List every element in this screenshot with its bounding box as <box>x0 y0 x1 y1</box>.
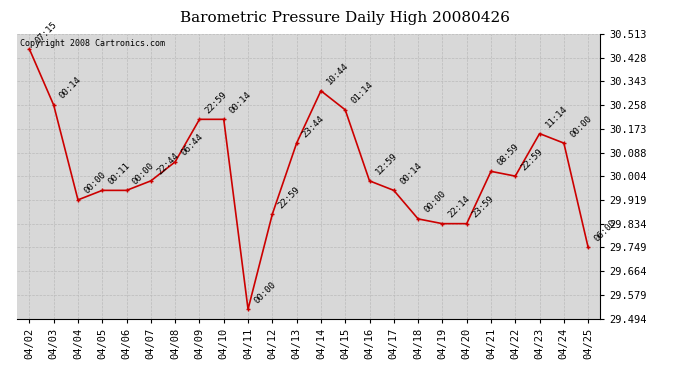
Point <box>242 306 253 312</box>
Text: 01:14: 01:14 <box>349 80 375 106</box>
Text: Copyright 2008 Cartronics.com: Copyright 2008 Cartronics.com <box>20 39 165 48</box>
Point <box>170 159 181 165</box>
Point <box>291 140 302 146</box>
Text: 00:00: 00:00 <box>82 170 108 196</box>
Point <box>510 173 521 179</box>
Point <box>72 197 83 203</box>
Text: 07:15: 07:15 <box>34 20 59 45</box>
Text: 00:00: 00:00 <box>253 280 277 305</box>
Text: 11:14: 11:14 <box>544 104 569 129</box>
Point <box>24 46 35 52</box>
Point <box>437 220 448 226</box>
Point <box>267 211 278 217</box>
Point <box>97 188 108 194</box>
Point <box>48 102 59 108</box>
Point <box>315 88 326 94</box>
Text: 00:00: 00:00 <box>422 189 448 215</box>
Point <box>364 178 375 184</box>
Point <box>558 140 569 146</box>
Point <box>413 216 424 222</box>
Text: 22:14: 22:14 <box>446 194 472 219</box>
Text: 22:59: 22:59 <box>277 184 302 210</box>
Text: 10:44: 10:44 <box>325 61 351 87</box>
Text: 22:59: 22:59 <box>204 90 229 115</box>
Text: 12:59: 12:59 <box>374 152 399 177</box>
Point <box>461 220 472 226</box>
Text: 00:14: 00:14 <box>58 75 83 101</box>
Text: 00:00: 00:00 <box>568 114 593 139</box>
Text: 00:14: 00:14 <box>398 161 424 186</box>
Point <box>121 188 132 194</box>
Point <box>218 116 229 122</box>
Point <box>582 244 593 250</box>
Text: 22:44: 22:44 <box>155 152 180 177</box>
Point <box>388 188 400 194</box>
Text: 08:59: 08:59 <box>495 142 520 167</box>
Text: 06:00: 06:00 <box>592 218 618 243</box>
Point <box>534 130 545 136</box>
Text: 06:44: 06:44 <box>179 132 205 158</box>
Text: 23:59: 23:59 <box>471 194 496 219</box>
Point <box>194 116 205 122</box>
Point <box>486 168 497 174</box>
Text: 00:14: 00:14 <box>228 90 253 115</box>
Text: Barometric Pressure Daily High 20080426: Barometric Pressure Daily High 20080426 <box>180 11 510 25</box>
Text: 00:11: 00:11 <box>106 161 132 186</box>
Point <box>339 107 351 113</box>
Text: 00:00: 00:00 <box>130 161 156 186</box>
Text: 22:59: 22:59 <box>520 147 545 172</box>
Text: 23:44: 23:44 <box>301 114 326 139</box>
Point <box>146 178 157 184</box>
